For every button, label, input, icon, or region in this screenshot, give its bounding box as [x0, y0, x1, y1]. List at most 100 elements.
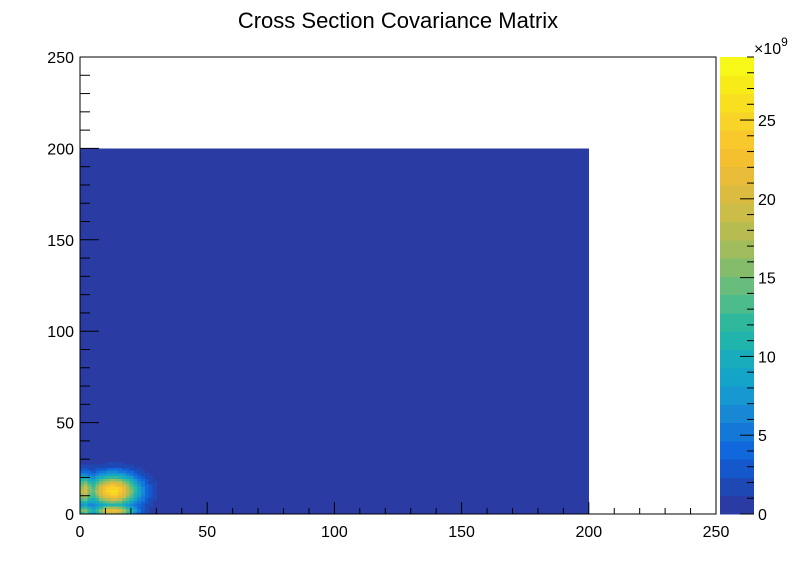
heatmap-cell — [80, 472, 85, 477]
heatmap-cell — [129, 472, 135, 477]
heatmap-cell — [83, 494, 89, 499]
heatmap-cell — [83, 505, 89, 510]
heatmap-cell — [99, 508, 104, 512]
heatmap-cell — [99, 486, 104, 490]
color-scale-tick-label: 5 — [758, 428, 767, 445]
heatmap-cell — [110, 500, 115, 504]
heatmap-cell — [80, 486, 85, 490]
heatmap-cell — [137, 472, 142, 477]
heatmap-cell — [114, 470, 119, 474]
heatmap-cell — [91, 511, 96, 515]
heatmap-cell — [141, 492, 146, 496]
heatmap-cell — [91, 483, 96, 488]
heatmap-cell — [80, 511, 85, 515]
heatmap-cell — [144, 489, 150, 493]
heatmap-cell — [152, 497, 157, 501]
heatmap-cell — [95, 492, 100, 496]
heatmap-cell — [141, 503, 146, 507]
heatmap-cell — [121, 494, 127, 499]
color-scale-segment — [720, 221, 754, 241]
heatmap-cell — [110, 475, 115, 479]
heatmap-cell — [87, 500, 93, 504]
heatmap-cell — [99, 470, 104, 474]
heatmap-cell — [141, 475, 146, 479]
heatmap-cell — [83, 497, 89, 501]
heatmap-cell — [148, 486, 154, 490]
color-scale-tick-label: 25 — [758, 113, 776, 130]
heatmap-cell — [133, 478, 138, 482]
heatmap-cell — [144, 475, 150, 479]
heatmap-cell — [83, 472, 89, 477]
y-tick-label: 50 — [56, 416, 74, 433]
heatmap-cell — [152, 483, 157, 488]
heatmap-cell — [91, 467, 96, 471]
heatmap-cell — [99, 489, 104, 493]
heatmap-cell — [87, 511, 93, 515]
heatmap-cell — [95, 486, 100, 490]
heatmap-cell — [91, 494, 96, 499]
heatmap-cell — [83, 511, 89, 515]
heatmap-cell — [121, 464, 127, 468]
heatmap-cell — [137, 470, 142, 474]
heatmap-cell — [133, 505, 138, 510]
heatmap-cell — [110, 486, 115, 490]
heatmap-cell — [95, 511, 100, 515]
heatmap-cell — [137, 481, 142, 485]
color-scale-tick-label: 10 — [758, 349, 776, 366]
color-scale-segment — [720, 184, 754, 204]
heatmap-cell — [129, 475, 135, 479]
color-scale-segment — [720, 312, 754, 332]
heatmap-cell — [148, 500, 154, 504]
heatmap-cell — [118, 472, 123, 477]
heatmap-cell — [141, 481, 146, 485]
heatmap-cell — [137, 486, 142, 490]
heatmap-cell — [110, 467, 115, 471]
heatmap-cell — [106, 467, 112, 471]
heatmap-cell — [102, 500, 108, 504]
heatmap-cell — [118, 511, 123, 515]
y-tick-label: 150 — [47, 233, 74, 250]
heatmap-cell — [110, 470, 115, 474]
heatmap-cell — [99, 464, 104, 468]
heatmap-cell — [87, 486, 93, 490]
color-scale-segment — [720, 495, 754, 515]
heatmap-cell — [87, 489, 93, 493]
heatmap-cell — [95, 500, 100, 504]
heatmap-cell — [137, 478, 142, 482]
heatmap-cell — [137, 508, 142, 512]
heatmap-cell — [91, 500, 96, 504]
heatmap-cell — [80, 503, 85, 507]
heatmap-cell — [129, 494, 135, 499]
heatmap-cell — [133, 475, 138, 479]
heatmap-cell — [129, 467, 135, 471]
heatmap-cell — [110, 497, 115, 501]
heatmap-cell — [141, 500, 146, 504]
heatmap-cell — [118, 470, 123, 474]
heatmap-cell — [80, 470, 85, 474]
heatmap-cell — [118, 489, 123, 493]
x-tick-label: 50 — [198, 524, 216, 541]
heatmap-cell — [99, 481, 104, 485]
heatmap-cell — [106, 483, 112, 488]
heatmap-cell — [121, 500, 127, 504]
heatmap-cell — [114, 467, 119, 471]
heatmap-cell — [144, 497, 150, 501]
heatmap-cell — [114, 486, 119, 490]
heatmap-cell — [102, 494, 108, 499]
heatmap-cell — [102, 505, 108, 510]
heatmap-cell — [91, 486, 96, 490]
heatmap-cell — [99, 472, 104, 477]
heatmap-cell — [137, 483, 142, 488]
heatmap-cell — [114, 478, 119, 482]
heatmap-cell — [95, 497, 100, 501]
heatmap-cell — [137, 503, 142, 507]
y-axis: 0 50 100 150 200 250 — [47, 50, 99, 524]
heatmap-cell — [125, 500, 131, 504]
heatmap-cell — [110, 511, 115, 515]
heatmap-cell — [141, 497, 146, 501]
heatmap-cell — [133, 508, 138, 512]
color-scale-segment — [720, 148, 754, 168]
x-tick-label: 0 — [76, 524, 85, 541]
heatmap-cell — [95, 472, 100, 477]
